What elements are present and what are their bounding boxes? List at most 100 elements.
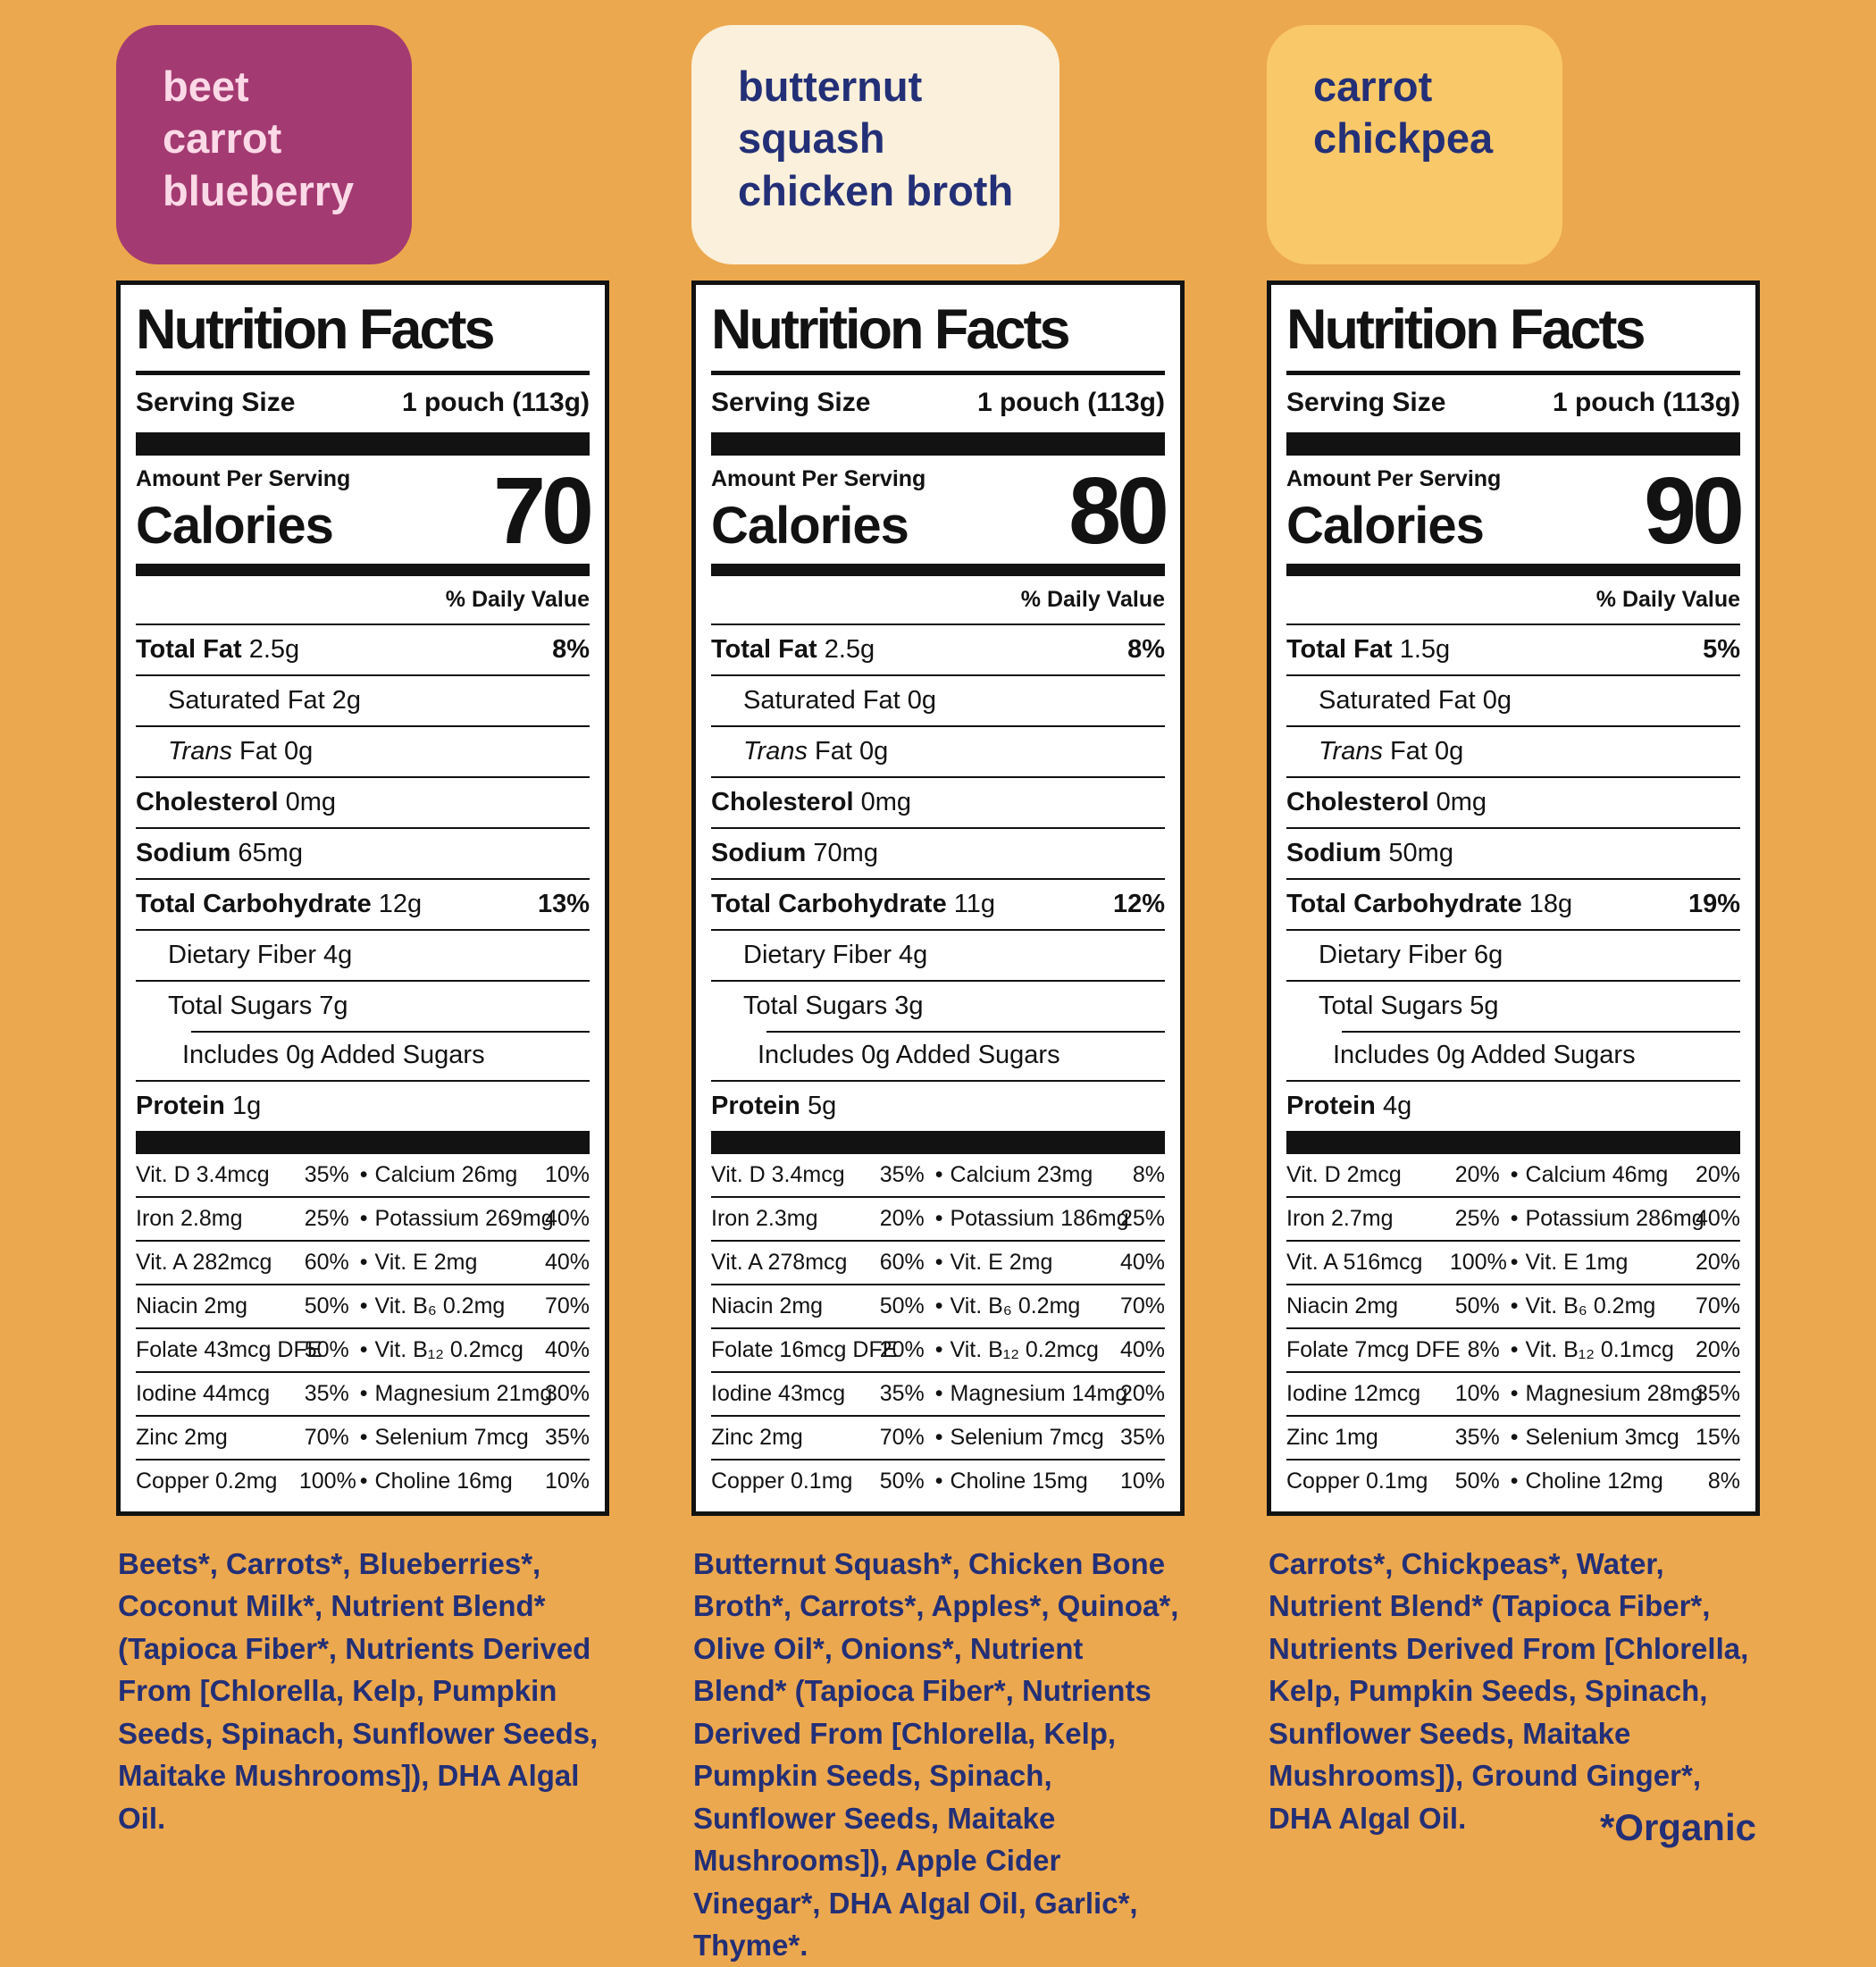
- micronutrient-left-dv: 20%: [879, 1336, 925, 1362]
- flavor-name-line: blueberry: [163, 166, 355, 214]
- micronutrient-right-dv: 70%: [544, 1293, 590, 1318]
- organic-footnote: *Organic: [1599, 1806, 1756, 1848]
- micronutrient-left: Niacin 2mg: [136, 1293, 248, 1318]
- nutrient-row-sodium: Sodium 50mg: [1286, 826, 1740, 878]
- flavor-name-line: butternut: [738, 63, 923, 110]
- micronutrient-row: Copper 0.1mg 50% • Choline 12mg 8%: [1286, 1458, 1740, 1502]
- micronutrient-right-dv: 30%: [544, 1380, 590, 1406]
- micronutrient-left-dv: 8%: [1467, 1336, 1500, 1362]
- micronutrient-right: • Vit. B₁₂ 0.2mcg: [359, 1336, 523, 1362]
- nutrient-text: Includes 0g Added Sugars: [1333, 1040, 1636, 1069]
- amount-per-serving-label: Amount Per Serving: [136, 466, 351, 491]
- flavor-badge-beet-carrot-blueberry: beet carrot blueberry: [116, 25, 413, 264]
- micronutrient-right: • Choline 12mg: [1510, 1468, 1663, 1494]
- nutrient-text: Protein 5g: [711, 1091, 837, 1120]
- micronutrient-right-dv: 8%: [1132, 1161, 1165, 1187]
- nutrient-row-total-carbohydrate: Total Carbohydrate 12g 13%: [136, 877, 590, 929]
- micronutrient-right-dv: 25%: [1119, 1205, 1165, 1231]
- nutrient-text: Cholesterol 0mg: [711, 787, 912, 816]
- micronutrient-left: Vit. A 516mcg: [1286, 1249, 1423, 1275]
- micronutrient-row: Folate 7mcg DFE 8% • Vit. B₁₂ 0.1mcg 20%: [1286, 1327, 1740, 1371]
- flavor-name-line: chickpea: [1313, 114, 1494, 163]
- calories-value: 80: [1068, 458, 1169, 564]
- micronutrient-row: Iron 2.8mg 25% • Potassium 269mg 40%: [136, 1195, 590, 1240]
- nutrient-row-total-fat: Total Fat 2.5g 8%: [136, 625, 590, 674]
- micronutrient-right-dv: 70%: [1695, 1293, 1740, 1318]
- micronutrient-left: Iodine 43mcg: [711, 1380, 846, 1406]
- micronutrient-right-dv: 40%: [544, 1205, 590, 1231]
- nutrient-text: Dietary Fiber 6g: [1319, 940, 1503, 969]
- micronutrient-row: Zinc 1mg 35% • Selenium 3mcg 15%: [1286, 1414, 1740, 1459]
- calories-row: Amount Per Serving Calories 80: [711, 456, 1169, 564]
- nutrient-row-trans-fat: Trans Fat 0g: [136, 724, 590, 776]
- divider: [1286, 371, 1740, 375]
- bullet-separator: •: [359, 1380, 368, 1406]
- micronutrient-left: Vit. D 3.4mcg: [711, 1161, 845, 1187]
- calories-label: Calories: [711, 497, 909, 555]
- micronutrient-left-dv: 70%: [879, 1424, 925, 1450]
- nutrient-text: Sodium 65mg: [136, 838, 303, 867]
- nutrient-dv: 19%: [1688, 889, 1740, 918]
- ingredients-text: Beets*, Carrots*, Blueberries*, Coconut …: [118, 1546, 599, 1835]
- micronutrient-left-dv: 50%: [879, 1468, 925, 1494]
- micronutrient-right-dv: 20%: [1695, 1336, 1740, 1362]
- micronutrient-row: Vit. D 3.4mcg 35% • Calcium 26mg 10%: [136, 1154, 590, 1196]
- micronutrient-row: Zinc 2mg 70% • Selenium 7mcg 35%: [711, 1414, 1165, 1459]
- flavor-badge-butternut-squash-chicken-broth: butternut squash chicken broth: [691, 25, 1060, 264]
- micronutrient-left: Vit. D 2mcg: [1286, 1161, 1402, 1187]
- calories-label: Calories: [1286, 497, 1485, 555]
- nutrient-dv: 5%: [1703, 634, 1740, 664]
- thick-divider-bar: [1286, 432, 1740, 456]
- flavor-name-line: beet: [163, 63, 249, 110]
- micronutrient-right-dv: 10%: [1119, 1468, 1165, 1494]
- nutrient-text: Total Fat 2.5g: [136, 634, 300, 664]
- nutrient-row-total-carbohydrate: Total Carbohydrate 18g 19%: [1286, 877, 1740, 929]
- nutrient-dv: 8%: [552, 634, 590, 664]
- micronutrient-row: Iodine 43mcg 35% • Magnesium 14mg 20%: [711, 1370, 1165, 1415]
- amount-per-serving-label: Amount Per Serving: [1286, 466, 1502, 491]
- micronutrient-row: Niacin 2mg 50% • Vit. B₆ 0.2mg 70%: [136, 1283, 590, 1327]
- micronutrient-right: • Selenium 7mcg: [359, 1424, 529, 1450]
- nutrient-text: Dietary Fiber 4g: [168, 940, 353, 969]
- medium-divider-bar: [136, 563, 590, 576]
- micronutrient-left-dv: 50%: [304, 1293, 349, 1318]
- calories-label: Calories: [136, 497, 334, 555]
- bullet-separator: •: [934, 1249, 943, 1275]
- calories-value: 70: [493, 458, 594, 564]
- nutrient-text: Dietary Fiber 4g: [743, 940, 928, 969]
- nutrient-row-saturated-fat: Saturated Fat 0g: [1286, 674, 1740, 725]
- daily-value-header: % Daily Value: [136, 576, 590, 625]
- micronutrient-left-dv: 50%: [1454, 1468, 1500, 1494]
- nutrient-text: Protein 1g: [136, 1091, 262, 1120]
- nutrient-row-trans-fat: Trans Fat 0g: [1286, 724, 1740, 776]
- nutrient-dv: 8%: [1127, 634, 1165, 664]
- nutrient-row-protein: Protein 1g: [136, 1079, 590, 1131]
- product-column-beet-carrot-blueberry: beet carrot blueberry Nutrition Facts Se…: [116, 25, 609, 1967]
- flavor-name-line: squash: [738, 114, 885, 163]
- micronutrient-right-dv: 20%: [1119, 1380, 1165, 1406]
- nutrition-facts-title: Nutrition Facts: [711, 298, 1071, 361]
- divider: [136, 371, 590, 375]
- nutrient-text: Total Fat 1.5g: [1286, 634, 1451, 664]
- micronutrient-right: • Calcium 46mg: [1510, 1161, 1669, 1187]
- serving-size-row: Serving Size 1 pouch (113g): [136, 375, 590, 432]
- bullet-separator: •: [359, 1293, 368, 1318]
- nutrient-row-dietary-fiber: Dietary Fiber 4g: [136, 928, 590, 980]
- product-column-butternut-squash-chicken-broth: butternut squash chicken broth Nutrition…: [691, 25, 1185, 1967]
- nutrient-text: Trans Fat 0g: [168, 736, 314, 766]
- micronutrient-row: Folate 16mcg DFE 20% • Vit. B₁₂ 0.2mcg 40…: [711, 1327, 1165, 1371]
- micronutrient-left: Zinc 1mg: [1286, 1424, 1378, 1450]
- micronutrient-row: Copper 0.1mg 50% • Choline 15mg 10%: [711, 1458, 1165, 1502]
- nutrition-facts-title: Nutrition Facts: [136, 298, 496, 361]
- micronutrient-right: • Calcium 26mg: [359, 1161, 518, 1187]
- bullet-separator: •: [1510, 1293, 1519, 1318]
- micronutrient-row: Iodine 12mcg 10% • Magnesium 28mg 35%: [1286, 1370, 1740, 1415]
- nutrient-row-cholesterol: Cholesterol 0mg: [711, 775, 1165, 827]
- bullet-separator: •: [1510, 1161, 1519, 1187]
- medium-divider-bar: [1286, 563, 1740, 576]
- serving-size-value: 1 pouch (113g): [401, 388, 590, 417]
- micronutrient-right: • Vit. B₁₂ 0.1mcg: [1510, 1336, 1674, 1362]
- micronutrient-left-dv: 100%: [1449, 1249, 1507, 1275]
- nutrient-dv: 13%: [537, 889, 590, 918]
